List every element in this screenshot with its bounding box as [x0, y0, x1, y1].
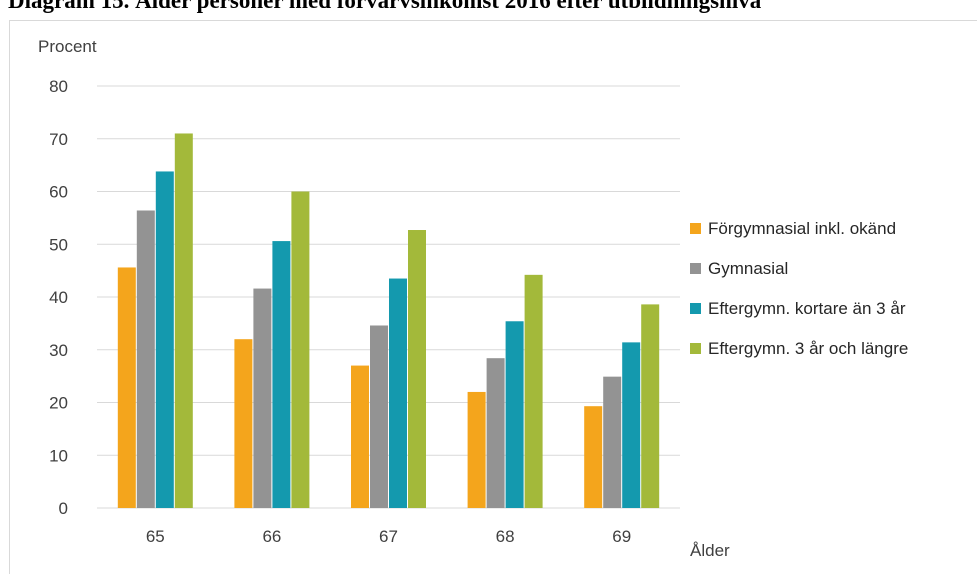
y-tick-label: 40: [49, 288, 68, 307]
bar-67-series-3: [389, 278, 407, 508]
bars: [117, 133, 660, 509]
bar-65-series-1: [117, 267, 136, 508]
bar-67-series-4: [408, 230, 426, 508]
bar-69-series-1: [584, 406, 603, 508]
y-axis-label: Procent: [38, 37, 97, 56]
y-tick-label: 30: [49, 341, 68, 360]
x-tick-label: 65: [146, 527, 165, 546]
bar-69-series-3: [622, 342, 641, 508]
bar-66-series-2: [253, 288, 272, 508]
bar-65-series-2: [136, 210, 155, 509]
y-tick-label: 60: [49, 183, 68, 202]
y-tick-label: 50: [49, 235, 68, 254]
y-tick-label: 20: [49, 394, 68, 413]
axes: 0 10 20 30 40 50 60 70 80 Procent 65 66 67 68 69 Ålder: [38, 37, 730, 560]
x-tick-label: 66: [262, 527, 281, 546]
bar-65-series-3: [155, 171, 174, 508]
legend-label-3: Eftergymn. kortare än 3 år: [708, 299, 906, 318]
y-tick-label: 70: [49, 130, 68, 149]
legend-label-2: Gymnasial: [708, 259, 788, 278]
bar-66-series-1: [234, 339, 253, 508]
bar-68-series-2: [486, 358, 505, 508]
bar-65-series-4: [174, 133, 193, 508]
bar-67-series-1: [351, 365, 369, 508]
y-tick-label: 80: [49, 77, 68, 96]
legend-swatch-3: [690, 303, 701, 314]
bar-68-series-4: [524, 274, 543, 508]
page-title: Diagram 15. Ålder personer med förvärvsi…: [8, 0, 762, 13]
bar-69-series-2: [603, 376, 622, 508]
x-axis-label: Ålder: [690, 541, 730, 560]
legend-swatch-1: [690, 223, 701, 234]
legend: Förgymnasial inkl. okänd Gymnasial Eftergy…: [690, 219, 908, 358]
bar-66-series-4: [291, 191, 310, 508]
x-tick-label: 67: [379, 527, 398, 546]
y-tick-label: 10: [49, 446, 68, 465]
x-tick-label: 69: [612, 527, 631, 546]
bar-69-series-4: [641, 304, 660, 508]
y-tick-label: 0: [59, 499, 68, 518]
bar-67-series-2: [370, 325, 388, 508]
legend-label-1: Förgymnasial inkl. okänd: [708, 219, 896, 238]
bar-68-series-1: [467, 391, 486, 508]
bar-68-series-3: [505, 321, 524, 508]
chart-frame: [9, 20, 977, 574]
legend-label-4: Eftergymn. 3 år och längre: [708, 339, 908, 358]
x-tick-label: 68: [496, 527, 515, 546]
gridlines: [97, 85, 680, 509]
legend-swatch-4: [690, 343, 701, 354]
bar-66-series-3: [272, 241, 291, 508]
legend-swatch-2: [690, 263, 701, 274]
